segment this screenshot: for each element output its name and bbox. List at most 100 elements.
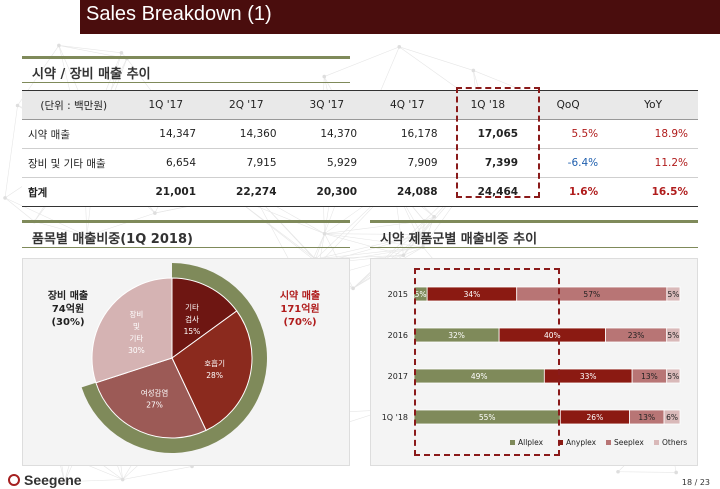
legend-label: Allplex (518, 438, 544, 447)
bar-value-label: 33% (580, 372, 597, 381)
pie-slice-label: 기타 (129, 334, 143, 343)
pie-slice-label: 및 (133, 321, 140, 331)
pie-slice (171, 277, 238, 359)
network-line (324, 233, 422, 235)
table-row-total: 합계 21,001 22,274 20,300 24,088 24,464 1.… (22, 177, 698, 207)
row-label: 장비 및 기타 매출 (22, 148, 126, 178)
page-number: 18 / 23 (681, 478, 710, 487)
network-line (122, 466, 193, 480)
network-line (324, 233, 424, 248)
table-header-cell: 2Q '17 (206, 90, 287, 120)
table-cell: 22,274 (206, 177, 287, 207)
network-node (616, 469, 620, 474)
network-node (419, 232, 424, 237)
network-line (324, 220, 425, 234)
equipment-pct: (30%) (51, 317, 85, 328)
section1-rule-top (22, 56, 350, 59)
bar-value-label: 5% (667, 290, 679, 299)
pie-slice-label: 28% (206, 371, 223, 380)
network-line (232, 196, 316, 260)
sales-table: (단위 : 백만원) 1Q '17 2Q '17 3Q '17 4Q '17 1… (22, 90, 698, 207)
network-node (397, 45, 402, 49)
pie-slice-label: 호흡기 (204, 358, 225, 368)
bar-segment (666, 286, 681, 302)
network-node (57, 43, 61, 48)
pie-slice (95, 357, 207, 439)
table-header-cell: 1Q '17 (125, 90, 207, 120)
bar-value-label: 57% (583, 290, 600, 299)
table-cell: 7,915 (206, 148, 287, 178)
table-cell: 11.2% (608, 148, 698, 178)
table-cell: 18.9% (608, 119, 698, 149)
equipment-title: 장비 매출 (47, 291, 89, 302)
network-node (15, 103, 20, 108)
legend-swatch (606, 440, 611, 445)
bar-value-label: 6% (666, 413, 678, 422)
table-cell: 20,300 (286, 177, 368, 207)
table-cell: 16.5% (608, 177, 698, 207)
bar-category-label: 2015 (388, 290, 408, 299)
pie-slice-label: 27% (146, 400, 163, 409)
network-node (153, 211, 157, 215)
network-line (4, 197, 88, 237)
network-line (86, 212, 156, 237)
network-line (422, 220, 425, 248)
company-logo: Seegene (24, 472, 82, 488)
legend-label: Anyplex (566, 438, 597, 447)
table-cell: 24,464 (447, 177, 529, 207)
equipment-group-label: 장비 매출 74억원 (30%) (30, 290, 106, 329)
network-node (119, 51, 124, 55)
network-line (403, 220, 425, 256)
pie-slice-label: 15% (184, 327, 201, 336)
network-node (322, 231, 327, 236)
bar-value-label: 13% (641, 372, 658, 381)
table-row: 장비 및 기타 매출 6,654 7,915 5,929 7,909 7,399… (22, 148, 698, 178)
bar-value-label: 5% (667, 372, 679, 381)
network-line (58, 45, 122, 54)
network-node (62, 479, 67, 484)
table-header-cell: 1Q '18 (447, 90, 529, 120)
table-row: 시약 매출 14,347 14,360 14,370 16,178 17,065… (22, 119, 698, 149)
highlight-1q18-column (456, 87, 540, 198)
pie-slice-label: 장비 (129, 309, 143, 319)
reagent-group-label: 시약 매출 171억원 (70%) (258, 290, 342, 329)
table-header-cell: YoY (608, 90, 698, 120)
table-header-cell: QoQ (528, 90, 609, 120)
table-header-cell: 4Q '17 (367, 90, 448, 120)
table-cell: 7,909 (367, 148, 448, 178)
network-line (64, 479, 123, 483)
pie-slice (171, 310, 253, 432)
pie-slice-label: 여성감염 (141, 387, 169, 397)
pie-slice-label: 검사 (185, 314, 199, 324)
network-node (471, 68, 476, 73)
row-label: 합계 (22, 177, 126, 207)
page-title: Sales Breakdown (1) (86, 3, 272, 25)
section2-title: 품목별 매출비중(1Q 2018) (32, 232, 193, 247)
network-node (401, 253, 406, 258)
row-label: 시약 매출 (22, 119, 126, 149)
network-node (432, 214, 436, 219)
legend-label: Others (662, 438, 687, 447)
bar-value-label: 13% (638, 413, 655, 422)
bar-value-label: 5% (415, 290, 427, 299)
legend-swatch (510, 440, 515, 445)
table-cell: 17,065 (447, 119, 529, 149)
table-header-cell: 3Q '17 (286, 90, 368, 120)
network-line (315, 234, 422, 260)
network-line (403, 246, 424, 256)
table-header-row: (단위 : 백만원) 1Q '17 2Q '17 3Q '17 4Q '17 1… (22, 90, 698, 120)
table-cell: 24,088 (367, 177, 448, 207)
table-cell: 7,399 (447, 148, 529, 178)
network-line (399, 46, 474, 71)
title-bar-left-block (0, 0, 80, 34)
bar-value-label: 5% (667, 331, 679, 340)
logo-icon (8, 474, 20, 486)
stacked-bar-chart: 2015 5% 34% 57% 5% 2016 32% 40% 23% 5% 2017 49% 33% 1… (382, 286, 687, 447)
bar-value-label: 23% (628, 331, 645, 340)
bar-category-label: 2016 (388, 331, 408, 340)
pie-slice-label: 30% (128, 346, 145, 355)
network-line (618, 471, 677, 473)
network-node (85, 234, 89, 238)
table-cell: 6,654 (125, 148, 207, 178)
